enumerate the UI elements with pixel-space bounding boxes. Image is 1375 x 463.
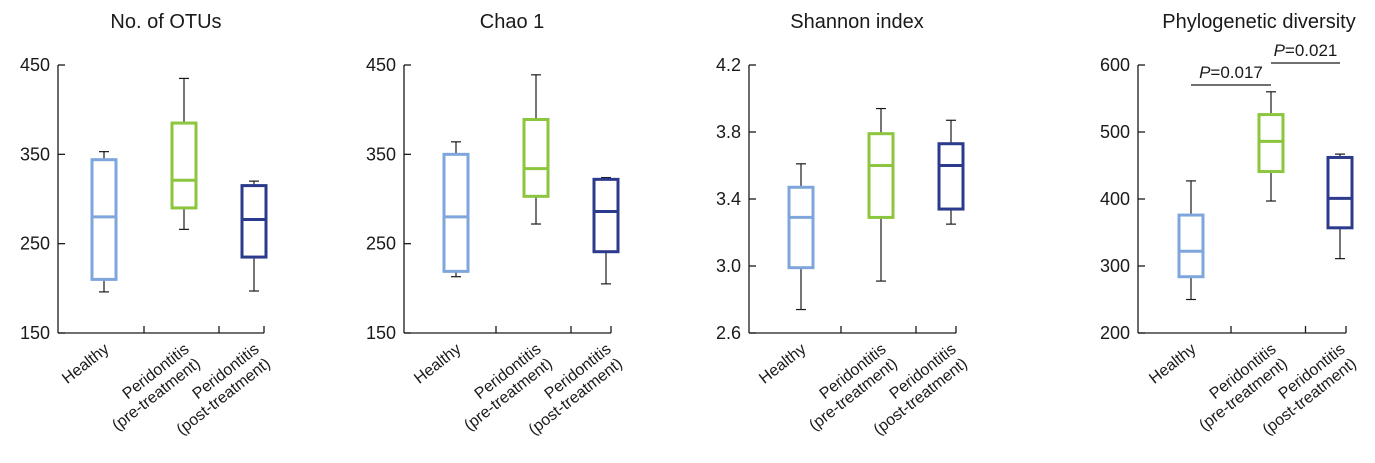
y-tick-label: 600 (1100, 55, 1130, 75)
box-3 (240, 180, 268, 292)
y-tick-label: 150 (20, 323, 50, 343)
p-value-label: P=0.021 (1274, 41, 1338, 60)
y-tick-label: 2.6 (716, 323, 741, 343)
y-tick-label: 3.8 (716, 122, 741, 142)
y-tick-label: 350 (366, 144, 396, 164)
p-value-label: P=0.017 (1199, 63, 1263, 82)
y-tick-label: 3.4 (716, 189, 741, 209)
box-iqr (522, 117, 550, 198)
box-2 (1257, 91, 1285, 202)
x-tick-label: Healthy (411, 341, 464, 388)
box-iqr (787, 185, 815, 270)
y-tick-label: 250 (366, 234, 396, 254)
box-iqr (1326, 155, 1354, 230)
y-tick-label: 450 (20, 55, 50, 75)
box-iqr (592, 177, 620, 254)
box-2 (867, 107, 895, 282)
chart-title: Shannon index (790, 11, 923, 33)
box-1 (1177, 180, 1205, 301)
box-1 (787, 163, 815, 311)
box-3 (592, 176, 620, 285)
box-3 (1326, 153, 1354, 260)
y-tick-label: 400 (1100, 189, 1130, 209)
box-iqr (90, 158, 118, 281)
box-iqr (1257, 113, 1285, 174)
y-tick-label: 150 (366, 323, 396, 343)
box-iqr (1177, 213, 1205, 279)
box-iqr (170, 121, 198, 210)
x-tick-label: Healthy (756, 341, 809, 388)
box-iqr (240, 184, 268, 259)
box-iqr (867, 132, 895, 219)
y-tick-label: 3.0 (716, 256, 741, 276)
y-tick-label: 200 (1100, 323, 1130, 343)
box-iqr (937, 142, 965, 211)
chart-title: Phylogenetic diversity (1162, 11, 1355, 33)
box-1 (90, 151, 118, 293)
chart-title: No. of OTUs (110, 11, 221, 33)
y-tick-label: 500 (1100, 122, 1130, 142)
x-tick-label: Healthy (1146, 341, 1199, 388)
x-tick-label: Healthy (59, 341, 112, 388)
box-2 (522, 74, 550, 225)
box-2 (170, 77, 198, 230)
y-tick-label: 250 (20, 234, 50, 254)
box-3 (937, 119, 965, 225)
chart-title: Chao 1 (480, 11, 545, 33)
y-tick-label: 300 (1100, 256, 1130, 276)
box-1 (442, 141, 470, 278)
box-iqr (442, 152, 470, 273)
y-tick-label: 350 (20, 144, 50, 164)
y-tick-label: 4.2 (716, 55, 741, 75)
chart-panel-4: Phylogenetic diversity 200 300 400 500 600 Hea… (1100, 11, 1360, 439)
y-tick-label: 450 (366, 55, 396, 75)
